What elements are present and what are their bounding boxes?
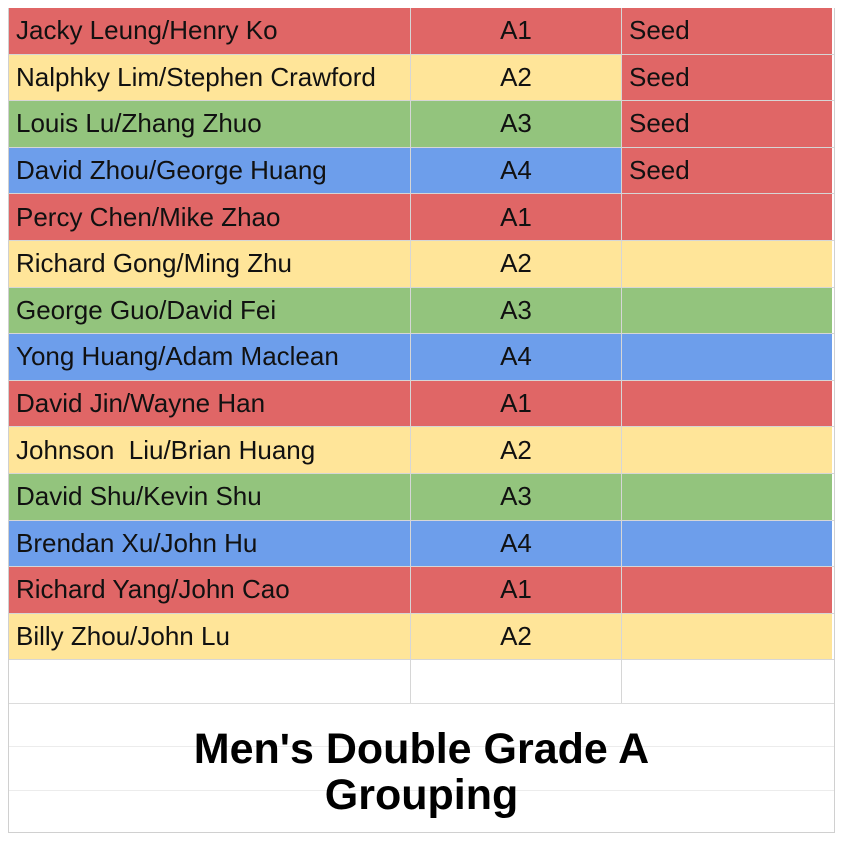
team-cell[interactable]: George Guo/David Fei [9, 287, 411, 334]
title-line-1: Men's Double Grade A [193, 725, 650, 774]
team-cell[interactable]: Johnson Liu/Brian Huang [9, 427, 411, 473]
table-row: Yong Huang/Adam Maclean A4 [9, 334, 834, 381]
team-cell[interactable]: Richard Yang/John Cao [9, 567, 411, 613]
team-cell[interactable]: David Jin/Wayne Han [9, 380, 411, 427]
group-cell[interactable]: A2 [411, 240, 622, 287]
table-row: Jacky Leung/Henry Ko A1 Seed [9, 8, 834, 55]
seed-cell[interactable] [622, 567, 832, 613]
group-cell[interactable]: A2 [411, 54, 622, 101]
table-row: David Zhou/George Huang A4 Seed [9, 147, 834, 195]
table-row: Johnson Liu/Brian Huang A2 [9, 427, 834, 474]
title-block: Men's Double Grade A Grouping [9, 704, 834, 834]
table-row: Billy Zhou/John Lu A2 [9, 613, 834, 661]
table-row: David Shu/Kevin Shu A3 [9, 473, 834, 521]
team-cell[interactable]: Jacky Leung/Henry Ko [9, 8, 411, 54]
seed-cell[interactable] [622, 613, 832, 660]
group-cell[interactable]: A1 [411, 380, 622, 427]
grouping-sheet: Jacky Leung/Henry Ko A1 Seed Nalphky Lim/St… [8, 8, 835, 834]
title-line-2: Grouping [324, 771, 519, 820]
table-row: Brendan Xu/John Hu A4 [9, 520, 834, 568]
team-cell[interactable]: Brendan Xu/John Hu [9, 520, 411, 567]
seed-cell[interactable] [622, 520, 832, 567]
team-cell[interactable]: David Shu/Kevin Shu [9, 473, 411, 520]
seed-cell[interactable] [622, 334, 832, 380]
team-cell[interactable]: David Zhou/George Huang [9, 147, 411, 194]
gridline [9, 790, 834, 792]
table-row: Richard Yang/John Cao A1 [9, 567, 834, 614]
team-cell[interactable]: Richard Gong/Ming Zhu [9, 240, 411, 287]
group-cell[interactable]: A3 [411, 101, 622, 147]
team-cell[interactable]: Nalphky Lim/Stephen Crawford [9, 54, 411, 101]
team-cell[interactable]: Percy Chen/Mike Zhao [9, 194, 411, 240]
seed-cell[interactable] [622, 380, 832, 427]
table-row: George Guo/David Fei A3 [9, 287, 834, 335]
team-cell[interactable]: Yong Huang/Adam Maclean [9, 334, 411, 380]
seed-cell[interactable]: Seed [622, 8, 832, 54]
group-cell[interactable]: A1 [411, 8, 622, 54]
group-cell[interactable]: A4 [411, 334, 622, 380]
page-title: Men's Double Grade A Grouping [9, 726, 834, 818]
table-row: Percy Chen/Mike Zhao A1 [9, 194, 834, 241]
empty-row [9, 660, 834, 705]
empty-seed-cell[interactable] [622, 660, 832, 704]
group-cell[interactable]: A1 [411, 194, 622, 240]
team-cell[interactable]: Billy Zhou/John Lu [9, 613, 411, 660]
seed-cell[interactable] [622, 427, 832, 473]
group-cell[interactable]: A2 [411, 427, 622, 473]
table-row: David Jin/Wayne Han A1 [9, 380, 834, 428]
group-cell[interactable]: A3 [411, 473, 622, 520]
seed-cell[interactable] [622, 240, 832, 287]
table-row: Nalphky Lim/Stephen Crawford A2 Seed [9, 54, 834, 102]
team-cell[interactable]: Louis Lu/Zhang Zhuo [9, 101, 411, 147]
empty-group-cell[interactable] [411, 660, 622, 704]
group-cell[interactable]: A4 [411, 147, 622, 194]
table-row: Louis Lu/Zhang Zhuo A3 Seed [9, 101, 834, 148]
gridlines [9, 704, 834, 832]
gridline [9, 746, 834, 748]
table-row: Richard Gong/Ming Zhu A2 [9, 240, 834, 288]
team-rows: Jacky Leung/Henry Ko A1 Seed Nalphky Lim/St… [9, 8, 834, 661]
group-cell[interactable]: A4 [411, 520, 622, 567]
group-cell[interactable]: A1 [411, 567, 622, 613]
seed-cell[interactable] [622, 287, 832, 334]
seed-cell[interactable]: Seed [622, 147, 832, 194]
empty-team-cell[interactable] [9, 660, 411, 704]
group-cell[interactable]: A2 [411, 613, 622, 660]
group-cell[interactable]: A3 [411, 287, 622, 334]
seed-cell[interactable] [622, 473, 832, 520]
seed-cell[interactable] [622, 194, 832, 240]
seed-cell[interactable]: Seed [622, 101, 832, 147]
seed-cell[interactable]: Seed [622, 54, 832, 101]
